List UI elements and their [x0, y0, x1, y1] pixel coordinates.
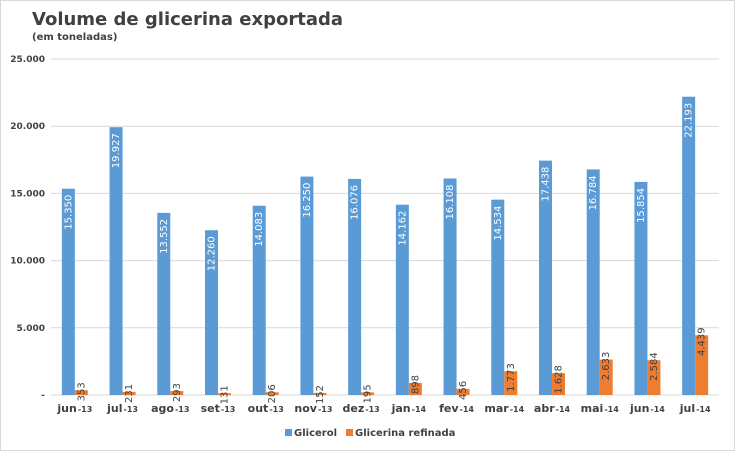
data-label-glicerol: 15.350: [63, 195, 74, 230]
x-tick-label: mar-14: [484, 402, 524, 415]
data-label-glicerol: 16.108: [445, 185, 456, 220]
data-label-glicerina-refinada: 2.584: [649, 352, 660, 381]
x-tick-label: jun-13: [56, 402, 92, 415]
bar-glicerina-refinada: [599, 359, 613, 395]
legend-label-glicerol: Glicerol: [294, 428, 337, 439]
x-tick-label: nov-13: [294, 402, 332, 415]
x-tick-label: jun-14: [629, 402, 665, 415]
bar-glicerina-refinada: [647, 360, 661, 395]
data-label-glicerol: 16.784: [588, 175, 599, 210]
y-axis-ticks: - 5.000 10.000 15.000 20.000 25.000: [10, 55, 45, 401]
bar-glicerol: [634, 181, 648, 395]
data-label-glicerina-refinada: 152: [315, 385, 326, 404]
legend-swatch-glicerol: [285, 429, 292, 436]
y-tick-label: 15.000: [10, 189, 45, 199]
bar-glicerina-refinada: [552, 373, 565, 395]
data-label-glicerina-refinada: 4.439: [697, 327, 708, 356]
data-label-glicerina-refinada: 353: [76, 382, 87, 401]
gridlines: [51, 58, 719, 396]
legend-swatch-glicerina-refinada: [346, 429, 353, 436]
bar-glicerol: [395, 204, 409, 395]
bar-glicerina-refinada: [695, 335, 709, 395]
bar-glicerina-refinada: [170, 391, 184, 395]
x-axis-ticks: jun-13 jul-13 ago-13 set-13 out-13 nov-13 dez-…: [56, 402, 711, 415]
bars: [61, 96, 709, 396]
chart-title: Volume de glicerina exportada: [32, 9, 343, 30]
data-label-glicerina-refinada: 195: [363, 384, 374, 403]
y-tick-label: 10.000: [10, 257, 45, 267]
legend-label-glicerina-refinada: Glicerina refinada: [355, 428, 455, 439]
bar-glicerol: [61, 188, 75, 395]
bar-glicerina-refinada: [218, 393, 231, 395]
data-label-glicerol: 16.250: [302, 183, 313, 218]
data-label-glicerina-refinada: 206: [267, 384, 278, 403]
bar-glicerol: [109, 127, 123, 395]
x-tick-label: jul-14: [679, 402, 711, 415]
data-label-glicerol: 14.083: [254, 212, 265, 247]
bar-glicerol: [491, 199, 505, 395]
data-label-glicerol: 17.438: [541, 167, 552, 202]
data-label-glicerol: 22.193: [684, 103, 695, 138]
y-tick-label: 25.000: [10, 55, 45, 65]
data-label-glicerina-refinada: 2.633: [601, 352, 612, 381]
bar-glicerina-refinada: [456, 388, 470, 395]
bar-glicerol: [205, 230, 218, 395]
data-label-glicerina-refinada: 1.773: [506, 363, 517, 392]
data-label-glicerina-refinada: 131: [220, 385, 231, 404]
data-label-glicerina-refinada: 231: [124, 384, 135, 403]
data-label-glicerol: 19.927: [111, 133, 122, 168]
x-tick-label: jan-14: [391, 402, 427, 415]
bar-glicerol: [348, 178, 362, 395]
bar-glicerol: [586, 169, 600, 395]
data-label-glicerol: 15.854: [636, 188, 647, 223]
bar-glicerina-refinada: [122, 391, 136, 395]
x-tick-label: jul-13: [106, 402, 138, 415]
data-label-glicerina-refinada: 456: [458, 381, 469, 400]
x-tick-label: out-13: [248, 402, 284, 415]
bar-glicerol: [157, 212, 171, 395]
data-label-glicerol: 14.162: [397, 211, 408, 246]
x-tick-label: set-13: [201, 402, 236, 415]
x-tick-label: mai-14: [581, 402, 620, 415]
legend: Glicerol Glicerina refinada: [285, 428, 455, 439]
bar-glicerol: [252, 205, 266, 395]
x-tick-label: fev-14: [439, 402, 474, 415]
chart-subtitle: (em toneladas): [32, 32, 117, 43]
bar-glicerol: [539, 160, 552, 395]
data-label-glicerina-refinada: 898: [410, 375, 421, 394]
x-tick-label: abr-14: [534, 402, 571, 415]
data-label-glicerina-refinada: 1.628: [554, 365, 565, 394]
data-labels: 15.350 353 19.927 231 13.552 293 12.260 131 14.0…: [63, 103, 707, 405]
data-label-glicerol: 12.260: [207, 236, 218, 271]
y-tick-label: 5.000: [17, 324, 45, 334]
data-label-glicerol: 13.552: [159, 219, 170, 254]
data-label-glicerol: 14.534: [493, 206, 504, 241]
bar-glicerina-refinada: [504, 371, 518, 395]
bar-glicerol: [443, 178, 457, 395]
bar-glicerol: [682, 96, 696, 396]
bar-glicerina-refinada: [265, 392, 279, 395]
bar-glicerina-refinada: [408, 382, 422, 395]
x-tick-label: dez-13: [343, 402, 380, 415]
y-tick-label: -: [41, 391, 45, 401]
bar-glicerina-refinada: [313, 392, 327, 395]
bar-glicerol: [300, 176, 314, 395]
x-tick-label: ago-13: [151, 402, 189, 415]
bar-glicerina-refinada: [74, 390, 88, 395]
bar-glicerina-refinada: [361, 392, 375, 395]
data-label-glicerol: 16.076: [350, 185, 361, 220]
y-tick-label: 20.000: [10, 122, 45, 132]
data-label-glicerina-refinada: 293: [172, 383, 183, 402]
